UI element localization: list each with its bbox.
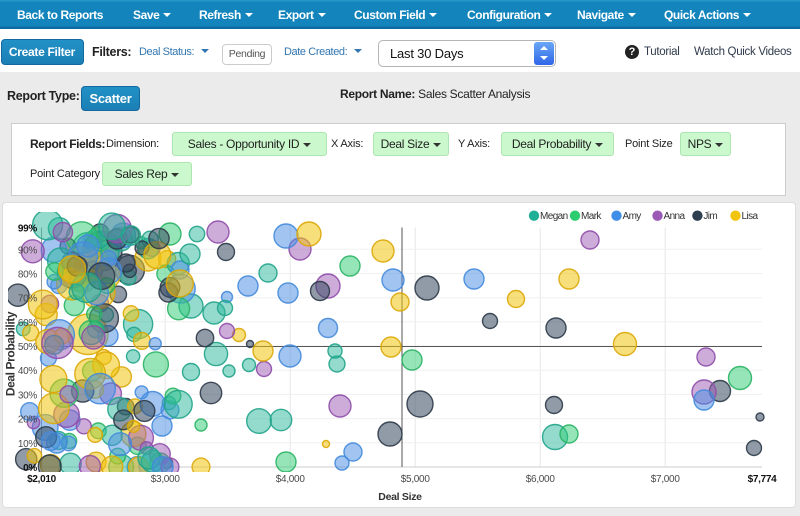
svg-text:Deal Probability: Deal Probability [4, 311, 18, 396]
svg-text:$3,000: $3,000 [151, 474, 181, 485]
svg-text:Jim: Jim [703, 211, 717, 222]
svg-text:30%: 30% [18, 390, 38, 401]
svg-text:Deal Size: Deal Size [378, 491, 422, 503]
svg-text:Megan: Megan [540, 211, 568, 222]
svg-text:0%: 0% [23, 463, 37, 474]
svg-text:$4,000: $4,000 [276, 474, 306, 485]
svg-text:Lisa: Lisa [742, 211, 759, 222]
svg-text:$5,000: $5,000 [401, 474, 431, 485]
svg-text:Amy: Amy [623, 211, 642, 222]
svg-text:$7,000: $7,000 [651, 474, 681, 485]
svg-text:50%: 50% [18, 342, 38, 353]
svg-text:Anna: Anna [664, 211, 686, 222]
svg-text:10%: 10% [18, 439, 38, 450]
svg-text:$7,774: $7,774 [748, 474, 778, 485]
svg-text:20%: 20% [18, 415, 38, 426]
svg-text:$2,010: $2,010 [27, 474, 57, 485]
svg-text:70%: 70% [18, 294, 38, 305]
svg-text:99%: 99% [18, 224, 38, 235]
svg-text:$6,000: $6,000 [526, 474, 556, 485]
svg-text:90%: 90% [18, 245, 38, 256]
svg-text:60%: 60% [18, 318, 38, 329]
svg-text:80%: 80% [18, 270, 38, 281]
svg-text:Mark: Mark [581, 211, 602, 222]
svg-text:40%: 40% [18, 366, 38, 377]
